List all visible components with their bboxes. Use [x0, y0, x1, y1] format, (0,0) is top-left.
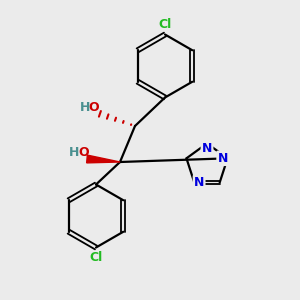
Text: N: N — [194, 176, 204, 189]
Text: N: N — [218, 152, 228, 165]
Text: H: H — [80, 100, 90, 114]
Polygon shape — [87, 155, 120, 163]
Text: O: O — [88, 100, 99, 114]
Text: Cl: Cl — [89, 251, 103, 264]
Text: H: H — [69, 146, 80, 159]
Text: Cl: Cl — [158, 18, 172, 31]
Text: N: N — [202, 142, 212, 155]
Text: O: O — [79, 146, 89, 159]
